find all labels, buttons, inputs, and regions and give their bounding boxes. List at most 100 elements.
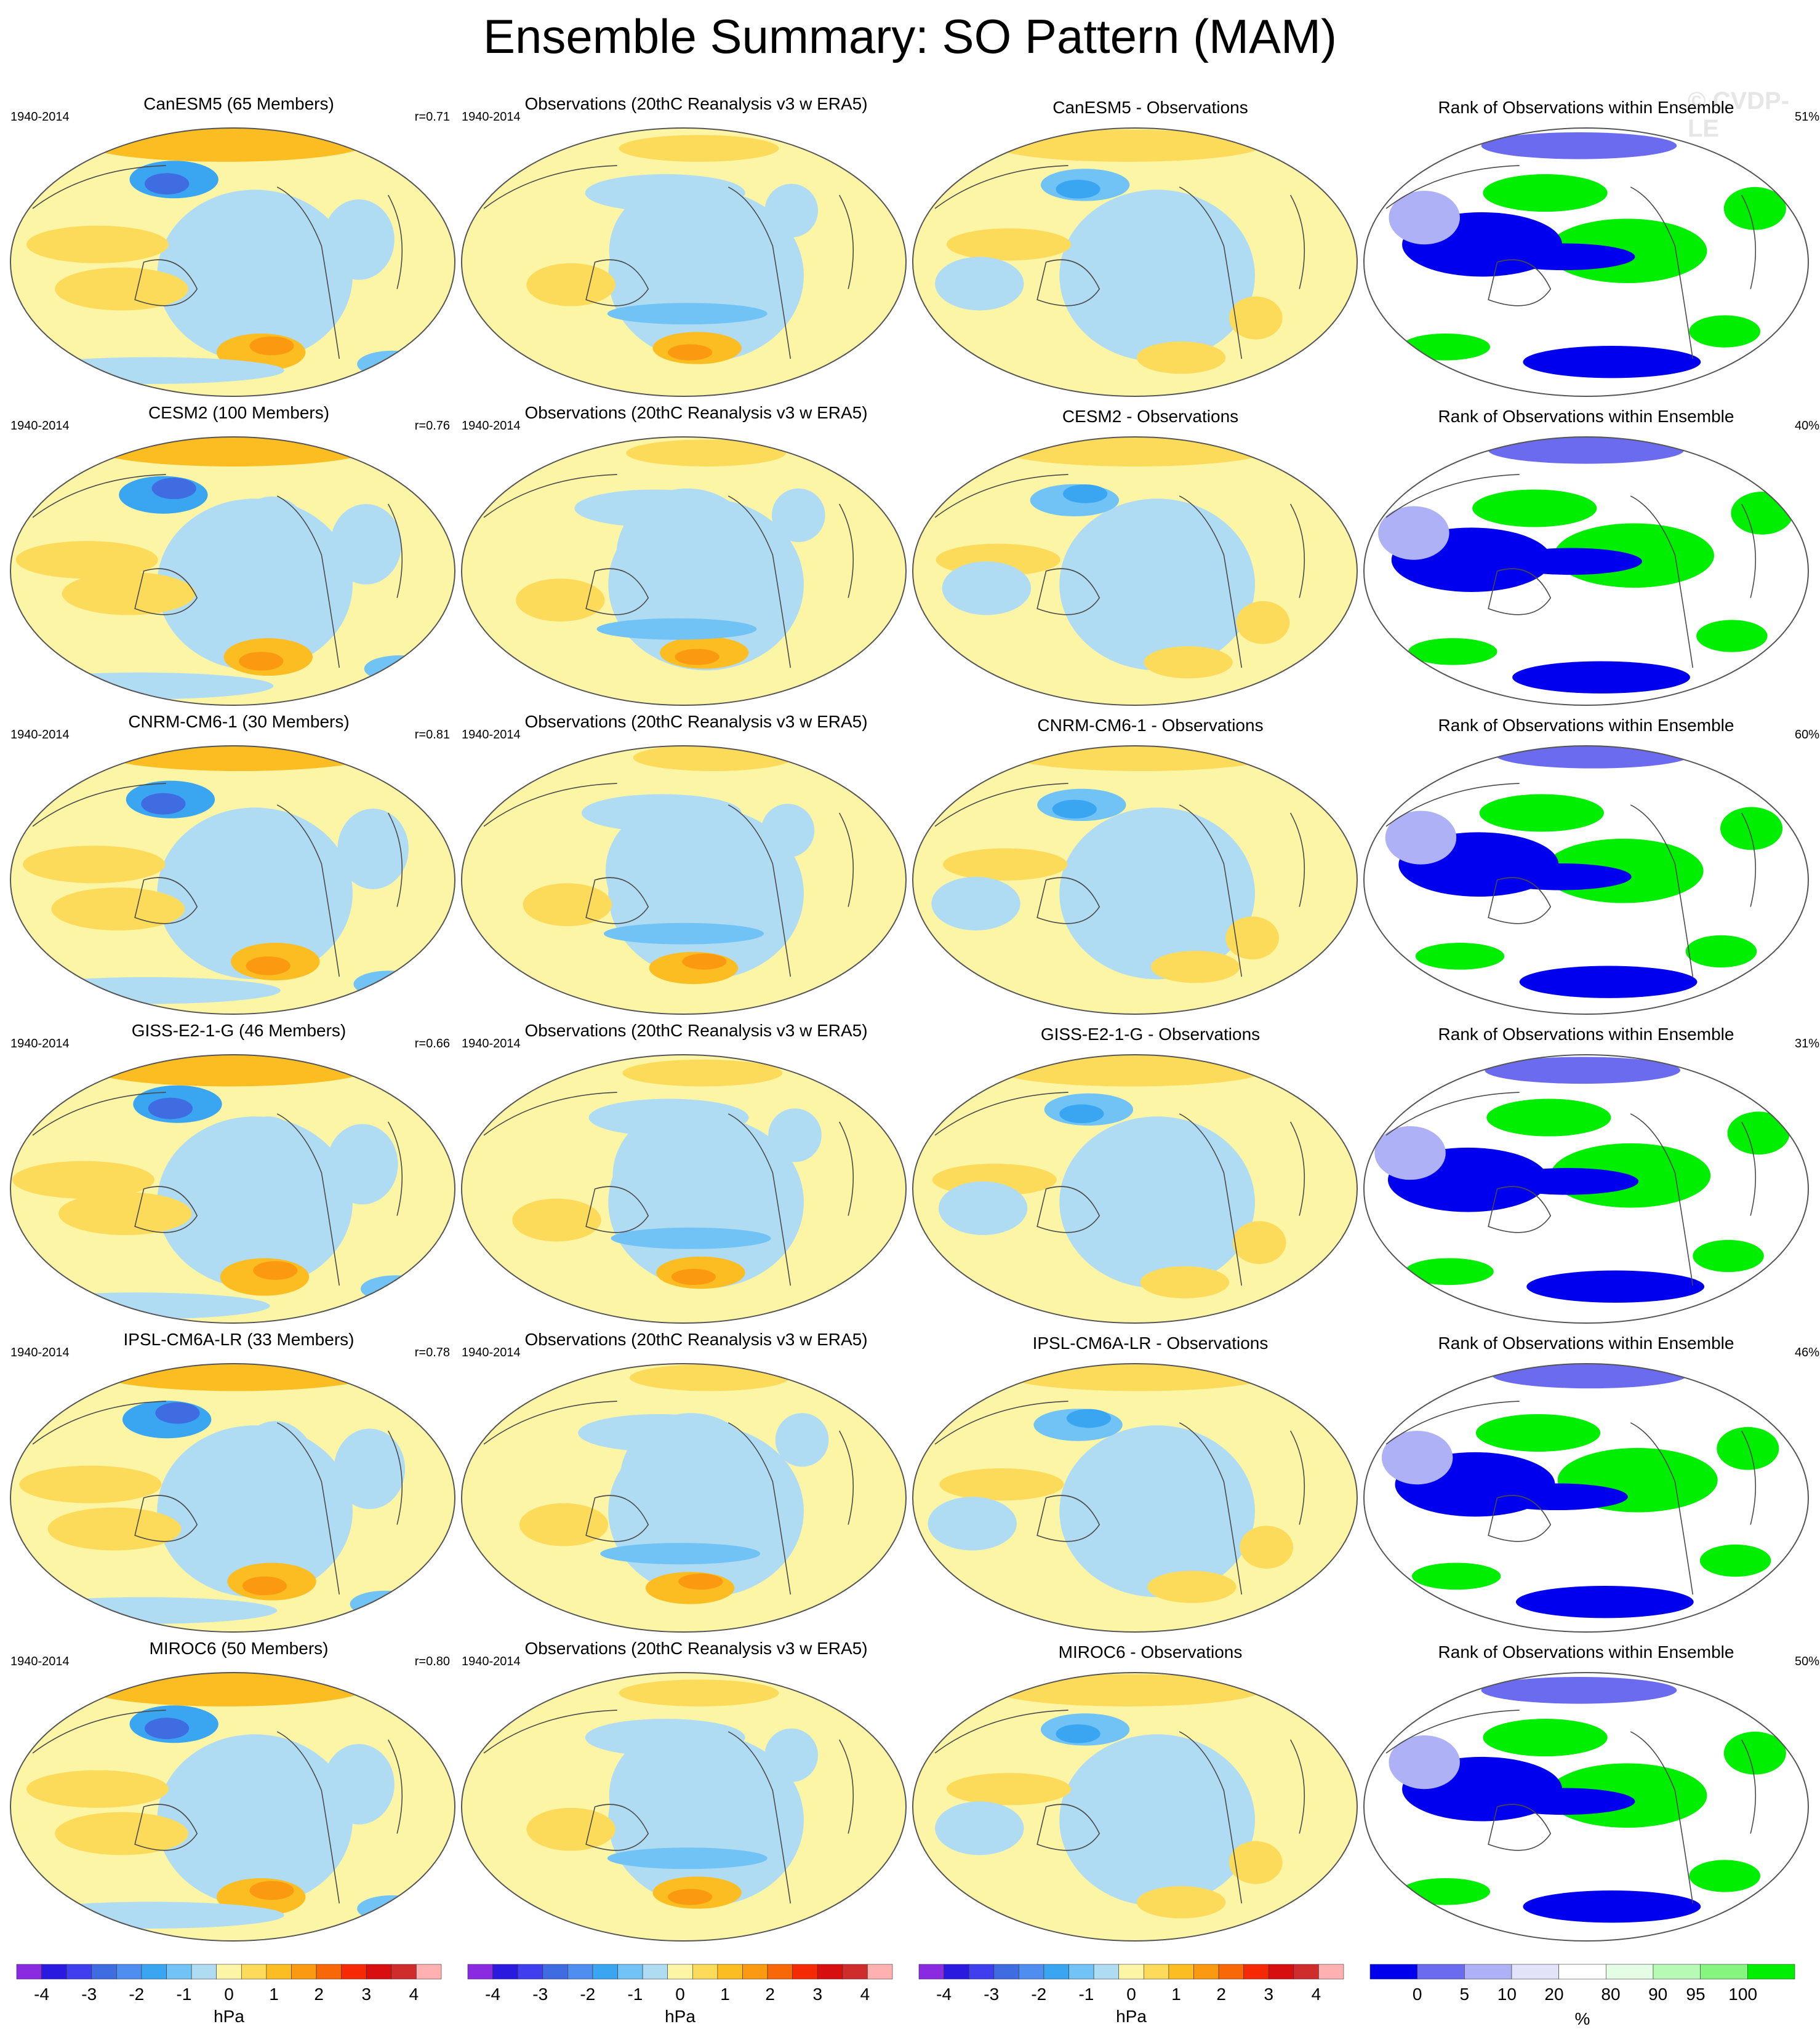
pressure-contour — [12, 1161, 154, 1199]
coastline — [934, 1710, 1068, 1754]
pressure-contour — [17, 357, 284, 384]
pressure-contour — [668, 344, 713, 361]
pressure-contour — [155, 1402, 200, 1424]
pressure-contour — [141, 793, 186, 815]
coastline — [387, 812, 403, 907]
pressure-contour — [619, 135, 779, 162]
colorbar-tick-label: 4 — [860, 1985, 870, 2004]
rank-region — [1488, 437, 1684, 464]
coastline — [934, 1401, 1068, 1445]
colorbar-tick-label: -2 — [129, 1985, 144, 2004]
coastline — [728, 186, 792, 359]
colorbar-swatch — [692, 1964, 718, 1980]
coastline — [483, 474, 617, 518]
coastline — [838, 812, 854, 907]
pressure-contour — [671, 1268, 716, 1286]
colorbar-swatch — [1243, 1964, 1269, 1980]
map-border — [10, 1363, 455, 1633]
colorbar-swatch — [944, 1964, 969, 1980]
pressure-contour — [334, 1428, 406, 1510]
colorbar-swatch — [1193, 1964, 1219, 1980]
colorbar-tick-label: -3 — [532, 1985, 548, 2004]
pressure-contour — [607, 303, 768, 325]
colorbar-swatch — [792, 1964, 818, 1980]
pressure-contour — [1136, 1886, 1226, 1919]
colorbar-swatch — [1369, 1964, 1417, 1980]
map-border — [10, 1672, 455, 1942]
coastline — [1630, 186, 1694, 359]
coastline — [276, 804, 340, 977]
map-border — [912, 745, 1358, 1015]
colorbar-swatch — [91, 1964, 117, 1980]
colorbar-swatch — [842, 1964, 868, 1980]
rank-map-6 — [1364, 1673, 1808, 1941]
colorbar-swatch — [166, 1964, 192, 1980]
rank-region — [1486, 1098, 1611, 1137]
coastline — [387, 194, 403, 289]
colorbar-swatch — [742, 1964, 768, 1980]
pressure-contour — [633, 746, 793, 771]
coastline — [387, 1739, 403, 1834]
pressure-contour — [935, 1801, 1024, 1855]
colorbar-swatch — [1558, 1964, 1606, 1980]
pressure-contour — [1001, 437, 1269, 466]
coastline — [1289, 194, 1305, 289]
map-border — [912, 1672, 1358, 1942]
correlation-label: r=0.81 — [415, 728, 450, 742]
pressure-contour — [26, 1770, 169, 1808]
rank-region — [1374, 1126, 1446, 1180]
coastline — [1179, 495, 1243, 668]
pressure-contour — [678, 1573, 723, 1590]
main-title: Ensemble Summary: SO Pattern (MAM) — [483, 9, 1337, 63]
map-border — [912, 127, 1358, 397]
colorbar-swatch — [1143, 1964, 1169, 1980]
rank-region — [1481, 1676, 1677, 1704]
pressure-contour — [622, 1059, 783, 1087]
colorbar-swatch — [592, 1964, 618, 1980]
diff-map-1 — [913, 128, 1357, 396]
pressure-contour — [145, 173, 190, 195]
coastline — [1289, 503, 1305, 598]
map-border — [1363, 1672, 1809, 1942]
colorbar-swatch — [968, 1964, 995, 1980]
period-label: 1940-2014 — [10, 728, 70, 742]
rank-region — [1496, 1167, 1639, 1195]
coastline — [1179, 804, 1243, 977]
pressure-contour — [1150, 951, 1240, 983]
coastline — [585, 568, 649, 615]
coastline — [728, 804, 792, 977]
rank-map-2 — [1364, 437, 1808, 705]
colorbar-tick-label: 0 — [224, 1985, 234, 2004]
rank-region — [1723, 1731, 1786, 1775]
rank-map-5 — [1364, 1364, 1808, 1632]
coastline — [483, 1710, 617, 1754]
rank-region — [1411, 1562, 1501, 1590]
pressure-contour — [626, 439, 787, 466]
diff-map-3 — [913, 746, 1357, 1014]
map-border — [10, 1054, 455, 1324]
coastline — [1036, 1804, 1100, 1851]
colorbar-swatch — [291, 1964, 317, 1980]
coastline — [1289, 1121, 1305, 1216]
pressure-contour — [775, 1413, 829, 1467]
map-border — [461, 745, 907, 1015]
rank-region — [1389, 1735, 1460, 1790]
rank-region — [1483, 174, 1608, 212]
pressure-contour — [17, 1902, 284, 1929]
rank-region — [1485, 1057, 1681, 1084]
coastline — [1179, 1113, 1243, 1286]
map-border — [912, 1363, 1358, 1633]
coastline — [32, 1401, 166, 1445]
coastline — [585, 259, 649, 306]
coastline — [1488, 877, 1552, 924]
pressure-contour — [330, 504, 402, 585]
pressure-contour — [607, 1847, 768, 1870]
colorbar-tick-label: 5 — [1460, 1985, 1470, 2004]
pressure-contour — [526, 263, 615, 306]
period-label: 1940-2014 — [10, 1346, 70, 1359]
pressure-contour — [55, 267, 188, 311]
coastline — [728, 1731, 792, 1904]
pressure-contour — [249, 336, 294, 356]
pressure-contour — [1080, 1791, 1241, 1845]
colorbar-swatch — [366, 1964, 392, 1980]
